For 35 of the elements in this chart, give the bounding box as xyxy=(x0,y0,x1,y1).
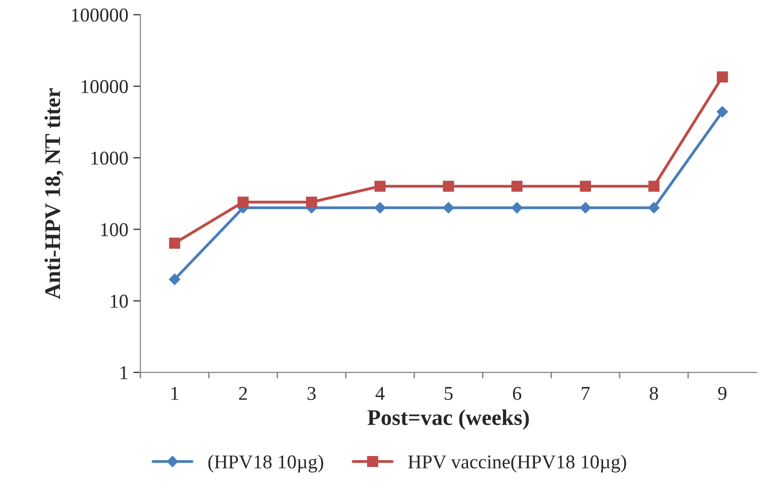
x-tick-label: 5 xyxy=(444,387,453,400)
point xyxy=(511,180,523,192)
y-tick-label: 10 xyxy=(110,294,128,308)
point xyxy=(238,196,249,208)
y-tick-label: 1 xyxy=(120,366,128,380)
legend-label: HPV vaccine(HPV18 10µg) xyxy=(408,454,626,472)
point xyxy=(580,180,591,192)
point xyxy=(169,238,180,249)
point xyxy=(716,106,728,118)
point xyxy=(580,202,592,214)
x-tick-label: 2 xyxy=(239,386,247,400)
x-tick-label: 6 xyxy=(512,386,522,400)
y-tick-label: 100 xyxy=(101,223,128,236)
point xyxy=(306,196,318,208)
x-tick-label: 4 xyxy=(376,386,385,400)
x-tick-label: 8 xyxy=(650,386,658,400)
y-tick-label: 1000 xyxy=(91,152,128,165)
y-tick-label: 100000 xyxy=(72,8,128,22)
point xyxy=(169,274,180,285)
x-tick-label: 1 xyxy=(171,386,178,400)
x-tick-label: 3 xyxy=(308,386,316,400)
x-tick-label: 9 xyxy=(718,386,726,400)
point xyxy=(374,202,386,214)
point xyxy=(442,202,454,214)
point xyxy=(511,202,523,214)
point xyxy=(716,71,728,82)
y-axis-title: Anti-HPV 18, NT titer xyxy=(44,88,64,300)
point xyxy=(442,180,454,192)
y-tick-label: 10000 xyxy=(82,80,128,94)
legend-label: (HPV18 10µg) xyxy=(208,454,324,472)
point xyxy=(648,180,660,192)
x-tick-label: 7 xyxy=(582,387,590,400)
point xyxy=(374,180,386,192)
point xyxy=(648,202,660,214)
x-axis-title: Post=vac (weeks) xyxy=(368,409,529,430)
